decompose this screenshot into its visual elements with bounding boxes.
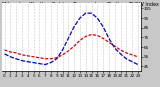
Text: Milwaukee Weather Outdoor Temperature (Red)  vs THSW Index (Blue)  per Hour  (24: Milwaukee Weather Outdoor Temperature (R… <box>2 2 158 13</box>
